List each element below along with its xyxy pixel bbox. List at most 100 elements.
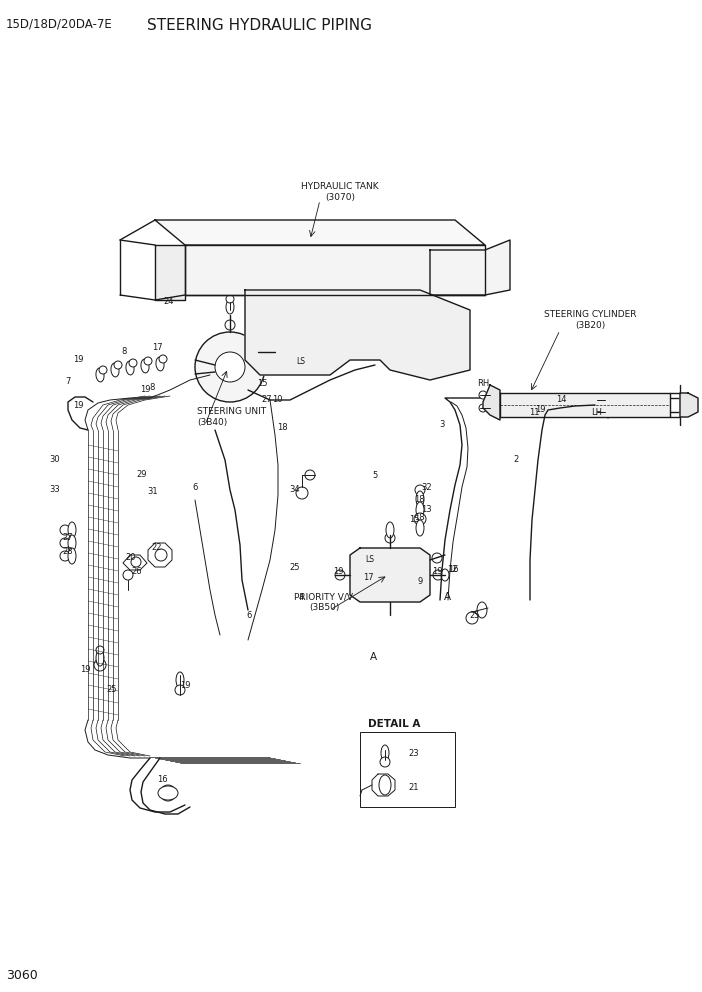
Ellipse shape [160,785,176,801]
Text: 8: 8 [121,347,126,356]
Text: 25: 25 [107,685,117,694]
Text: 8: 8 [150,384,154,393]
Text: 24: 24 [164,298,174,307]
Text: 19: 19 [140,385,150,394]
Ellipse shape [60,525,70,535]
Text: 15D/18D/20DA-7E: 15D/18D/20DA-7E [6,18,112,31]
Ellipse shape [479,391,487,399]
Ellipse shape [605,406,611,418]
Ellipse shape [68,548,76,564]
Polygon shape [483,385,500,420]
Text: 27: 27 [62,533,73,542]
Ellipse shape [596,408,604,416]
Text: 19: 19 [333,567,343,576]
Ellipse shape [60,538,70,548]
Ellipse shape [126,361,134,375]
Ellipse shape [60,551,70,561]
Ellipse shape [159,355,167,363]
Text: 19: 19 [180,682,190,690]
Ellipse shape [96,646,104,654]
Text: 22: 22 [152,544,162,553]
Text: 13: 13 [420,506,431,515]
Ellipse shape [415,485,425,495]
Ellipse shape [68,535,76,551]
Text: 4: 4 [298,593,304,602]
Ellipse shape [226,295,234,303]
Text: 3: 3 [439,420,444,429]
Text: 18: 18 [277,424,287,433]
Ellipse shape [156,357,164,371]
Ellipse shape [466,612,478,624]
Text: 15: 15 [409,515,419,524]
Text: 29: 29 [137,470,147,479]
Text: 33: 33 [50,485,60,494]
Ellipse shape [144,357,152,365]
Ellipse shape [477,602,487,618]
Text: 19: 19 [432,566,442,575]
Ellipse shape [96,368,104,382]
Ellipse shape [175,685,185,695]
Ellipse shape [94,659,106,671]
Text: 16: 16 [157,775,167,784]
Text: 34: 34 [290,485,300,494]
Text: 9: 9 [418,576,423,585]
Text: HYDRAULIC TANK
(3070): HYDRAULIC TANK (3070) [301,183,379,201]
Text: 15: 15 [257,379,267,388]
Ellipse shape [433,570,443,580]
Text: STEERING UNIT
(3B40): STEERING UNIT (3B40) [197,408,266,427]
Ellipse shape [129,359,137,367]
Ellipse shape [416,520,424,536]
Text: 17: 17 [363,573,373,582]
Ellipse shape [379,775,391,795]
Ellipse shape [489,389,495,401]
Text: PRIORITY V/V
(3B50): PRIORITY V/V (3B50) [295,592,354,612]
Polygon shape [430,240,510,295]
Text: 18: 18 [413,495,424,505]
Text: 25: 25 [470,611,480,621]
Ellipse shape [596,396,604,404]
Ellipse shape [479,404,487,412]
Polygon shape [350,548,430,602]
Ellipse shape [370,555,410,595]
Polygon shape [185,245,485,295]
Text: 5: 5 [372,471,378,480]
Text: 25: 25 [290,563,300,572]
Text: 32: 32 [422,483,432,492]
Ellipse shape [158,786,178,800]
Text: RH: RH [477,379,489,388]
Text: 7: 7 [65,378,71,387]
Text: 6: 6 [246,611,252,621]
Ellipse shape [96,650,104,666]
Text: 19: 19 [80,666,91,675]
Ellipse shape [489,402,495,414]
Text: 6: 6 [192,483,198,492]
Ellipse shape [68,522,76,538]
Text: 19: 19 [73,355,84,364]
Ellipse shape [432,553,442,563]
Ellipse shape [131,557,141,567]
Ellipse shape [99,366,107,374]
Polygon shape [680,393,698,417]
Ellipse shape [296,487,308,499]
Text: 30: 30 [50,455,60,464]
Ellipse shape [123,570,133,580]
Ellipse shape [176,672,184,688]
Ellipse shape [416,502,424,518]
Ellipse shape [114,361,122,369]
Ellipse shape [414,513,426,525]
Text: 23: 23 [409,750,419,759]
Ellipse shape [305,470,315,480]
Ellipse shape [381,745,389,761]
Text: LH: LH [591,409,602,418]
Text: 27: 27 [262,396,272,405]
Text: 26: 26 [132,567,143,576]
Text: 28: 28 [62,548,73,557]
Polygon shape [245,290,470,380]
Bar [360,732,455,807]
Ellipse shape [441,569,449,581]
Text: 19: 19 [535,406,545,415]
Ellipse shape [141,359,149,373]
Text: 18: 18 [413,513,424,522]
Text: 21: 21 [409,784,419,793]
Ellipse shape [195,332,265,402]
